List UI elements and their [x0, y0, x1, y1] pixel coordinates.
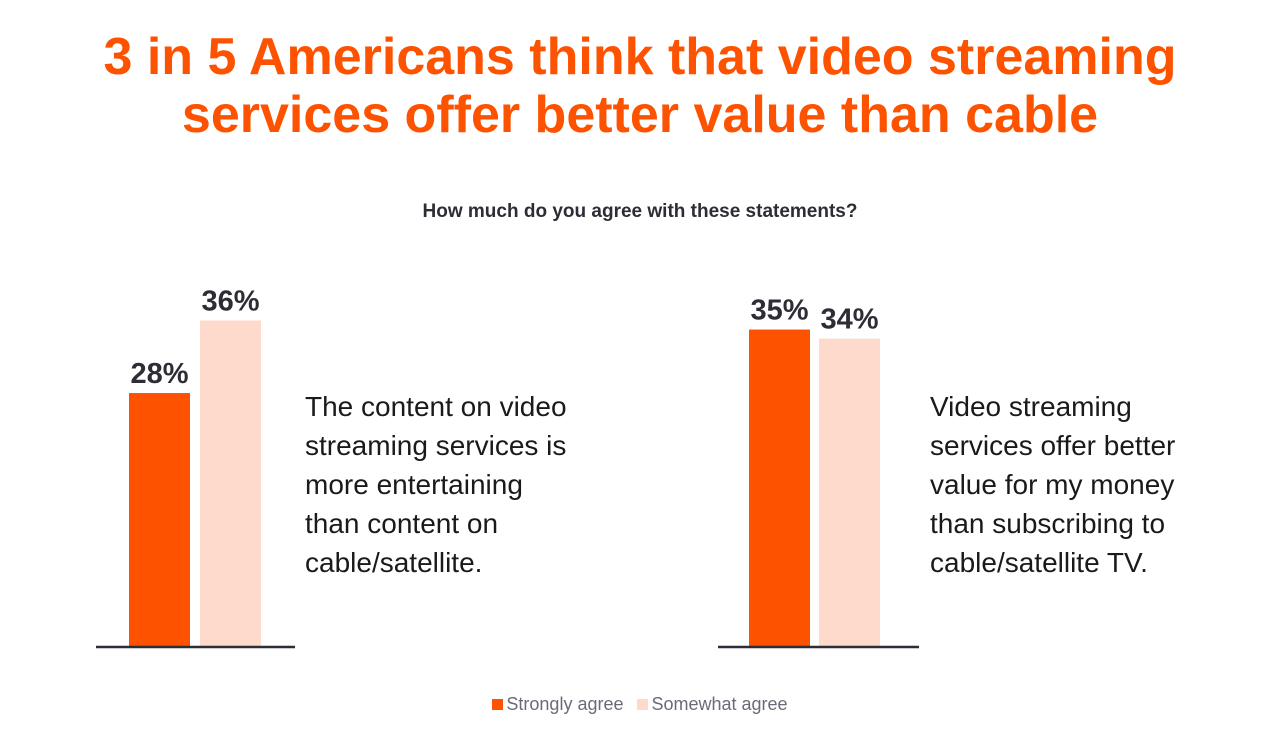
legend-item-strongly-agree: Strongly agree — [492, 694, 623, 715]
legend-swatch-somewhat-agree — [637, 699, 649, 710]
data-label-strongly-agree-2: 35% — [750, 295, 808, 327]
statement-2-line: Video streaming — [930, 391, 1132, 422]
statement-2-line: services offer better — [930, 430, 1176, 461]
chart-group-1: 28% 36% — [96, 285, 295, 649]
data-label-somewhat-agree-1: 36% — [201, 285, 259, 317]
headline-line-1: 3 in 5 Americans think that video stream… — [103, 28, 1177, 86]
statement-2: Video streaming services offer better va… — [930, 387, 1220, 582]
bar-strongly-agree-2 — [749, 329, 810, 647]
statement-1: The content on video streaming services … — [305, 387, 605, 582]
bar-strongly-agree-1 — [129, 393, 190, 647]
bar-somewhat-agree-2 — [819, 338, 880, 647]
statement-2-line: value for my money — [930, 469, 1175, 500]
statement-1-line: cable/satellite. — [305, 547, 483, 578]
statement-2-line: cable/satellite TV. — [930, 547, 1148, 578]
legend: Strongly agree Somewhat agree — [0, 694, 1280, 715]
legend-item-somewhat-agree: Somewhat agree — [637, 694, 788, 715]
statement-1-line: streaming services is — [305, 430, 567, 461]
bar-somewhat-agree-1 — [200, 320, 261, 647]
survey-question: How much do you agree with these stateme… — [422, 201, 858, 222]
legend-label-somewhat-agree: Somewhat agree — [651, 694, 788, 714]
data-label-strongly-agree-1: 28% — [130, 358, 188, 390]
headline: 3 in 5 Americans think that video stream… — [0, 28, 1280, 144]
chart-group-2: 35% 34% — [718, 295, 919, 649]
statement-1-line: more entertaining — [305, 469, 523, 500]
legend-label-strongly-agree: Strongly agree — [506, 694, 624, 714]
statement-1-line: than content on — [305, 508, 499, 539]
statement-1-line: The content on video — [305, 391, 567, 422]
headline-line-2: services offer better value than cable — [181, 86, 1099, 144]
statement-2-line: than subscribing to — [930, 508, 1166, 539]
legend-swatch-strongly-agree — [492, 699, 504, 710]
data-label-somewhat-agree-2: 34% — [820, 304, 878, 336]
